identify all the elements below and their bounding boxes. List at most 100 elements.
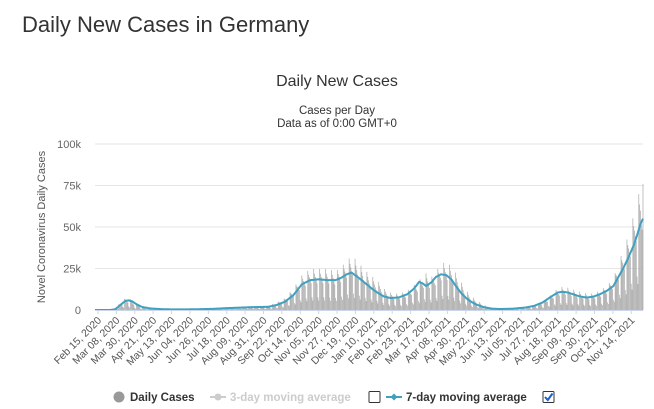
bar bbox=[533, 305, 535, 310]
bar bbox=[435, 298, 437, 310]
bar bbox=[629, 256, 631, 310]
bar bbox=[561, 287, 563, 310]
bar bbox=[522, 308, 524, 310]
bar bbox=[263, 307, 265, 310]
bar bbox=[374, 287, 376, 310]
bar bbox=[635, 235, 636, 310]
bar bbox=[342, 264, 344, 310]
bar bbox=[345, 274, 347, 310]
bar bbox=[257, 307, 259, 310]
bar bbox=[516, 308, 518, 310]
bar bbox=[268, 306, 270, 310]
bar bbox=[407, 305, 408, 310]
bar bbox=[399, 299, 401, 310]
legend-item-daily-cases[interactable]: Daily Cases bbox=[113, 391, 195, 405]
bar bbox=[591, 293, 592, 310]
bar bbox=[329, 297, 331, 310]
bar bbox=[380, 289, 381, 310]
bar bbox=[130, 299, 131, 310]
bar bbox=[217, 309, 218, 310]
bar bbox=[364, 297, 366, 310]
bar bbox=[564, 294, 566, 310]
bar bbox=[626, 239, 628, 310]
bar bbox=[343, 268, 345, 310]
bar bbox=[433, 281, 434, 310]
bar bbox=[136, 303, 137, 310]
checkbox-3-day-ma[interactable] bbox=[368, 391, 381, 403]
bar bbox=[376, 300, 378, 310]
bar bbox=[488, 309, 490, 310]
bar bbox=[300, 302, 302, 310]
bar bbox=[351, 271, 353, 310]
bar bbox=[367, 276, 369, 310]
bar bbox=[293, 295, 294, 310]
bar bbox=[400, 304, 402, 310]
y-tick-label: 100k bbox=[57, 139, 81, 151]
bar bbox=[640, 220, 642, 310]
bar bbox=[434, 283, 435, 310]
bar bbox=[469, 298, 471, 310]
bar bbox=[296, 286, 298, 310]
bar bbox=[238, 307, 239, 310]
bar bbox=[403, 295, 405, 310]
bar bbox=[278, 302, 280, 310]
checkbox-7-day-ma[interactable] bbox=[542, 391, 555, 403]
bar bbox=[119, 303, 121, 310]
bar bbox=[426, 278, 428, 310]
bar bbox=[552, 297, 554, 310]
legend-daily-cases-label: Daily Cases bbox=[130, 392, 195, 404]
bar bbox=[543, 300, 545, 310]
bar bbox=[262, 306, 264, 310]
bar bbox=[612, 289, 613, 310]
bar bbox=[120, 303, 122, 310]
bar bbox=[623, 265, 624, 310]
bar bbox=[253, 309, 255, 310]
bar bbox=[369, 286, 371, 310]
bar bbox=[327, 280, 329, 310]
bar bbox=[307, 270, 309, 310]
bar bbox=[326, 276, 328, 310]
legend-item-3-day-ma[interactable]: 3-day moving average bbox=[210, 392, 351, 404]
bar bbox=[524, 309, 526, 310]
bar bbox=[540, 304, 542, 310]
bar bbox=[261, 306, 263, 310]
bar bbox=[586, 295, 587, 310]
bar bbox=[448, 299, 450, 310]
bar bbox=[406, 304, 407, 310]
checkbox-7-day-ma-check bbox=[544, 392, 554, 402]
bar bbox=[250, 307, 252, 310]
bar bbox=[233, 308, 235, 310]
bar bbox=[122, 307, 124, 310]
bar bbox=[304, 283, 305, 310]
bar bbox=[128, 306, 130, 310]
y-axis-label: Novel Coronavirus Daily Cases bbox=[36, 150, 48, 303]
legend-item-7-day-ma[interactable]: 7-day moving average bbox=[386, 392, 527, 404]
bar bbox=[412, 304, 414, 310]
bar bbox=[389, 305, 391, 310]
bar bbox=[541, 304, 543, 310]
bar bbox=[455, 272, 456, 310]
bar bbox=[294, 304, 296, 310]
bar bbox=[638, 194, 640, 310]
bar bbox=[323, 297, 325, 310]
bar bbox=[364, 283, 365, 310]
bar bbox=[334, 284, 336, 310]
bar bbox=[291, 294, 293, 310]
bar bbox=[598, 294, 600, 310]
bar bbox=[537, 308, 538, 310]
bar bbox=[265, 309, 266, 310]
bar bbox=[439, 275, 440, 310]
legend-3-day-label: 3-day moving average bbox=[230, 392, 351, 404]
bar bbox=[264, 308, 266, 310]
bar bbox=[146, 309, 147, 310]
bar bbox=[321, 280, 323, 310]
bar bbox=[405, 297, 407, 310]
bar bbox=[244, 307, 246, 310]
bar bbox=[610, 286, 612, 310]
bar bbox=[463, 293, 465, 310]
bar bbox=[382, 303, 384, 310]
bar bbox=[347, 294, 348, 310]
bar bbox=[530, 308, 532, 310]
bar bbox=[322, 283, 324, 310]
bar bbox=[560, 304, 562, 310]
